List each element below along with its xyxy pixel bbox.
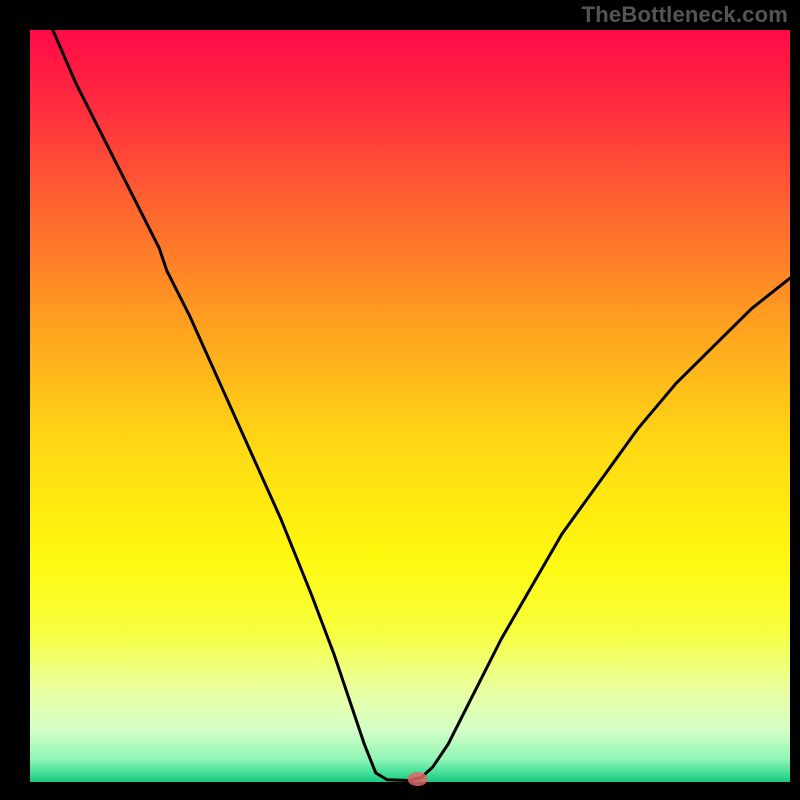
bottleneck-chart: [0, 0, 800, 800]
chart-container: TheBottleneck.com: [0, 0, 800, 800]
watermark-label: TheBottleneck.com: [582, 2, 788, 28]
plot-background: [30, 30, 790, 782]
optimal-marker: [408, 772, 428, 786]
